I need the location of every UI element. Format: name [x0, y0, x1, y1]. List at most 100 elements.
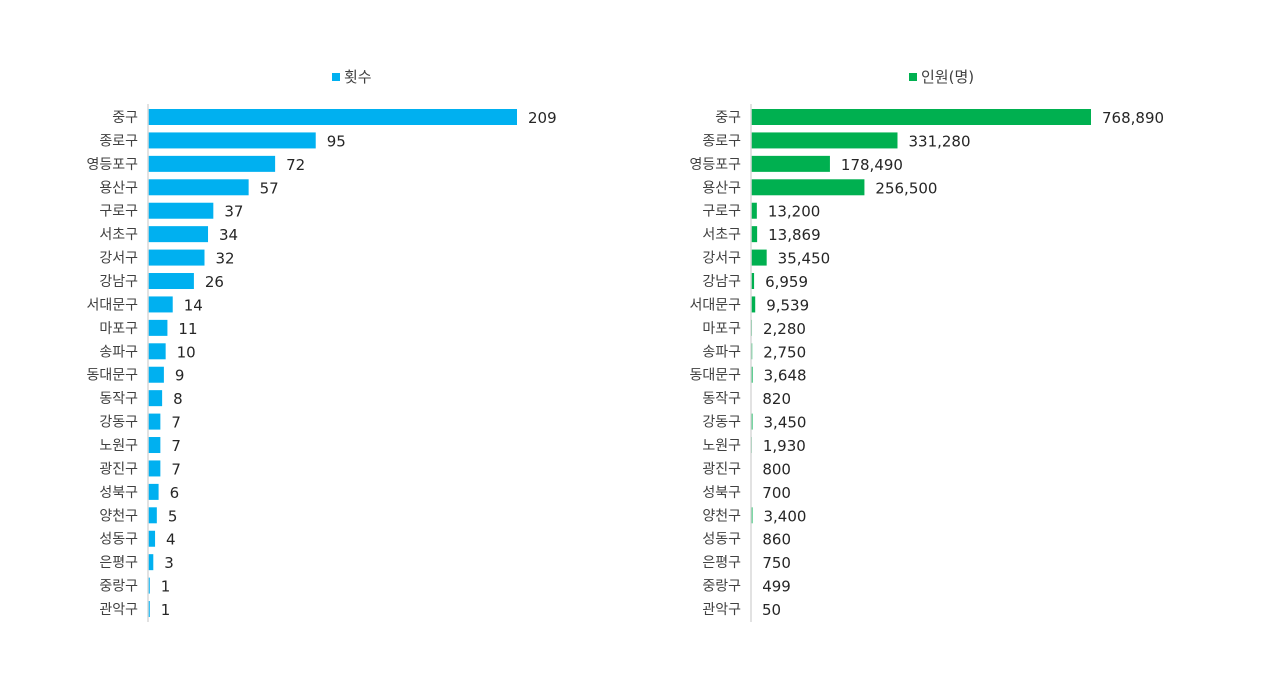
value-label: 860 — [762, 531, 791, 549]
category-label: 강서구 — [702, 251, 741, 267]
bar — [751, 507, 753, 524]
bar — [148, 226, 209, 243]
category-label: 용산구 — [702, 180, 741, 196]
category-label: 영등포구 — [86, 157, 138, 173]
category-label: 용산구 — [99, 180, 138, 196]
legend-swatch — [332, 73, 340, 81]
value-label: 2,280 — [763, 320, 806, 338]
bar — [751, 249, 767, 266]
category-label: 동작구 — [702, 391, 741, 407]
category-label: 강동구 — [702, 415, 741, 431]
value-label: 35,450 — [778, 250, 831, 268]
value-label: 9 — [175, 367, 185, 385]
value-label: 7 — [171, 460, 181, 478]
value-label: 37 — [224, 203, 243, 221]
category-label: 마포구 — [702, 321, 741, 337]
value-label: 1 — [161, 578, 171, 596]
value-label: 4 — [166, 531, 176, 549]
bar — [148, 155, 276, 172]
value-label: 1,930 — [763, 437, 806, 455]
bar — [148, 601, 150, 618]
bar — [148, 179, 249, 196]
value-label: 50 — [762, 601, 781, 619]
category-label: 구로구 — [99, 204, 138, 220]
category-label: 종로구 — [99, 133, 138, 149]
category-label: 관악구 — [99, 602, 138, 618]
bar — [751, 226, 758, 243]
bar — [148, 483, 159, 500]
category-label: 영등포구 — [689, 157, 741, 173]
category-label: 관악구 — [702, 602, 741, 618]
value-label: 7 — [171, 437, 181, 455]
category-label: 서초구 — [702, 227, 741, 243]
bar — [148, 460, 161, 477]
value-label: 2,750 — [763, 343, 806, 361]
category-label: 광진구 — [702, 461, 741, 477]
value-label: 10 — [177, 343, 196, 361]
value-label: 3 — [164, 554, 174, 572]
value-label: 13,869 — [768, 226, 821, 244]
bar — [148, 437, 161, 454]
category-label: 동대문구 — [689, 368, 741, 384]
bar — [148, 530, 156, 547]
bar — [148, 249, 205, 266]
category-label: 강남구 — [702, 274, 741, 290]
bar — [751, 109, 1091, 125]
category-label: 중구 — [715, 110, 741, 126]
bar — [148, 507, 157, 524]
bar — [751, 202, 757, 219]
value-label: 178,490 — [841, 156, 903, 174]
value-label: 1 — [161, 601, 171, 619]
value-label: 32 — [215, 250, 234, 268]
value-label: 95 — [327, 132, 346, 150]
category-label: 서대문구 — [86, 297, 138, 313]
value-label: 768,890 — [1102, 109, 1164, 127]
bar — [751, 413, 753, 430]
value-label: 26 — [205, 273, 224, 291]
bar — [148, 202, 214, 219]
value-label: 6 — [170, 484, 180, 502]
bar — [148, 577, 150, 594]
value-label: 6,959 — [765, 273, 808, 291]
value-label: 9,539 — [766, 296, 809, 314]
value-label: 8 — [173, 390, 183, 408]
category-label: 중랑구 — [99, 579, 138, 595]
bar — [148, 132, 316, 149]
bar — [751, 296, 756, 313]
bar — [148, 319, 168, 336]
legend-label: 횟수 — [344, 68, 372, 86]
value-label: 3,450 — [764, 414, 807, 432]
value-label: 5 — [168, 507, 178, 525]
category-label: 강남구 — [99, 274, 138, 290]
category-label: 서초구 — [99, 227, 138, 243]
value-label: 499 — [762, 578, 791, 596]
category-label: 양천구 — [99, 508, 138, 524]
category-label: 강서구 — [99, 251, 138, 267]
bar — [751, 155, 830, 172]
category-label: 성동구 — [99, 532, 138, 548]
bar — [148, 273, 194, 290]
category-label: 노원구 — [702, 438, 741, 454]
bar — [148, 390, 163, 407]
category-label: 동대문구 — [86, 368, 138, 384]
value-label: 820 — [762, 390, 791, 408]
category-label: 서대문구 — [689, 297, 741, 313]
bar — [148, 109, 517, 125]
bar — [751, 366, 753, 383]
value-label: 209 — [528, 109, 557, 127]
category-label: 동작구 — [99, 391, 138, 407]
value-label: 3,648 — [764, 367, 807, 385]
category-label: 송파구 — [702, 344, 741, 360]
bar — [751, 273, 755, 290]
value-label: 800 — [762, 460, 791, 478]
category-label: 마포구 — [99, 321, 138, 337]
bar — [148, 413, 161, 430]
category-label: 성북구 — [99, 485, 138, 501]
category-label: 송파구 — [99, 344, 138, 360]
category-label: 은평구 — [99, 555, 138, 571]
value-label: 331,280 — [908, 132, 970, 150]
legend-label: 인원(명) — [921, 68, 974, 86]
category-label: 성북구 — [702, 485, 741, 501]
